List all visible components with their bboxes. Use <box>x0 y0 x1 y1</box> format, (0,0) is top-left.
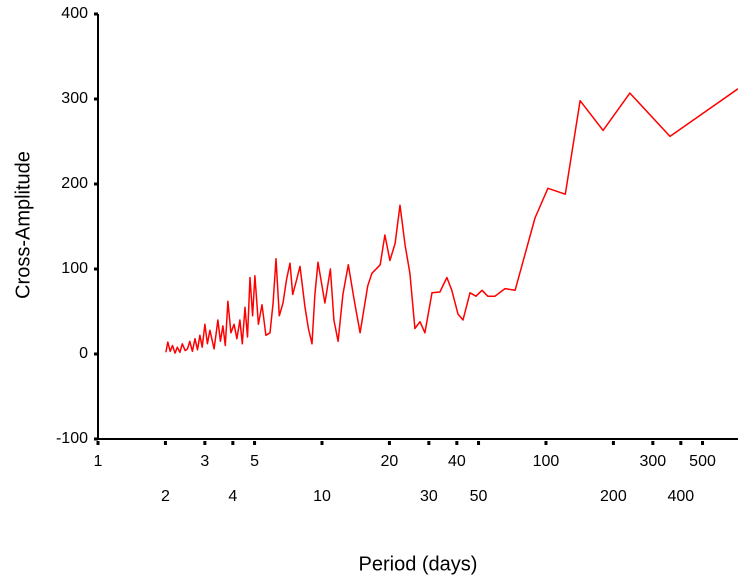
x-tick <box>163 441 167 445</box>
x-tick <box>455 441 459 445</box>
x-tick-label: 20 <box>381 453 399 470</box>
y-tick-label: -100 <box>56 430 88 447</box>
x-tick-label: 40 <box>448 453 466 470</box>
x-tick <box>253 441 257 445</box>
x-tick <box>320 441 324 445</box>
x-tick <box>651 441 655 445</box>
x-tick <box>611 441 615 445</box>
x-tick-label: 3 <box>200 453 209 470</box>
y-tick <box>94 437 98 441</box>
y-tick <box>94 352 98 356</box>
x-tick <box>679 441 683 445</box>
x-tick-label: 10 <box>313 488 331 505</box>
x-tick <box>231 441 235 445</box>
data-line <box>165 88 738 354</box>
x-tick-label: 2 <box>161 488 170 505</box>
x-axis-label: Period (days) <box>359 553 478 575</box>
x-tick <box>96 441 100 445</box>
y-tick-label: 100 <box>61 260 88 277</box>
x-tick-label: 50 <box>470 488 488 505</box>
y-tick-label: 200 <box>61 175 88 192</box>
x-tick-label: 100 <box>533 453 560 470</box>
x-tick-label: 400 <box>667 488 694 505</box>
x-tick-label: 4 <box>228 488 237 505</box>
y-tick <box>94 97 98 101</box>
y-tick-label: 400 <box>61 5 88 22</box>
y-tick-label: 0 <box>79 345 88 362</box>
x-tick-label: 5 <box>250 453 259 470</box>
x-tick <box>387 441 391 445</box>
x-tick <box>203 441 207 445</box>
x-tick <box>477 441 481 445</box>
y-axis-label: Cross-Amplitude <box>12 151 34 299</box>
x-tick-label: 300 <box>639 453 666 470</box>
x-tick <box>544 441 548 445</box>
x-tick <box>701 441 705 445</box>
x-tick-label: 30 <box>420 488 438 505</box>
x-tick-label: 500 <box>689 453 716 470</box>
y-tick <box>94 12 98 16</box>
y-tick <box>94 182 98 186</box>
x-tick-label: 200 <box>600 488 627 505</box>
x-tick-label: 1 <box>94 453 103 470</box>
y-tick <box>94 267 98 271</box>
x-tick <box>427 441 431 445</box>
y-tick-label: 300 <box>61 90 88 107</box>
